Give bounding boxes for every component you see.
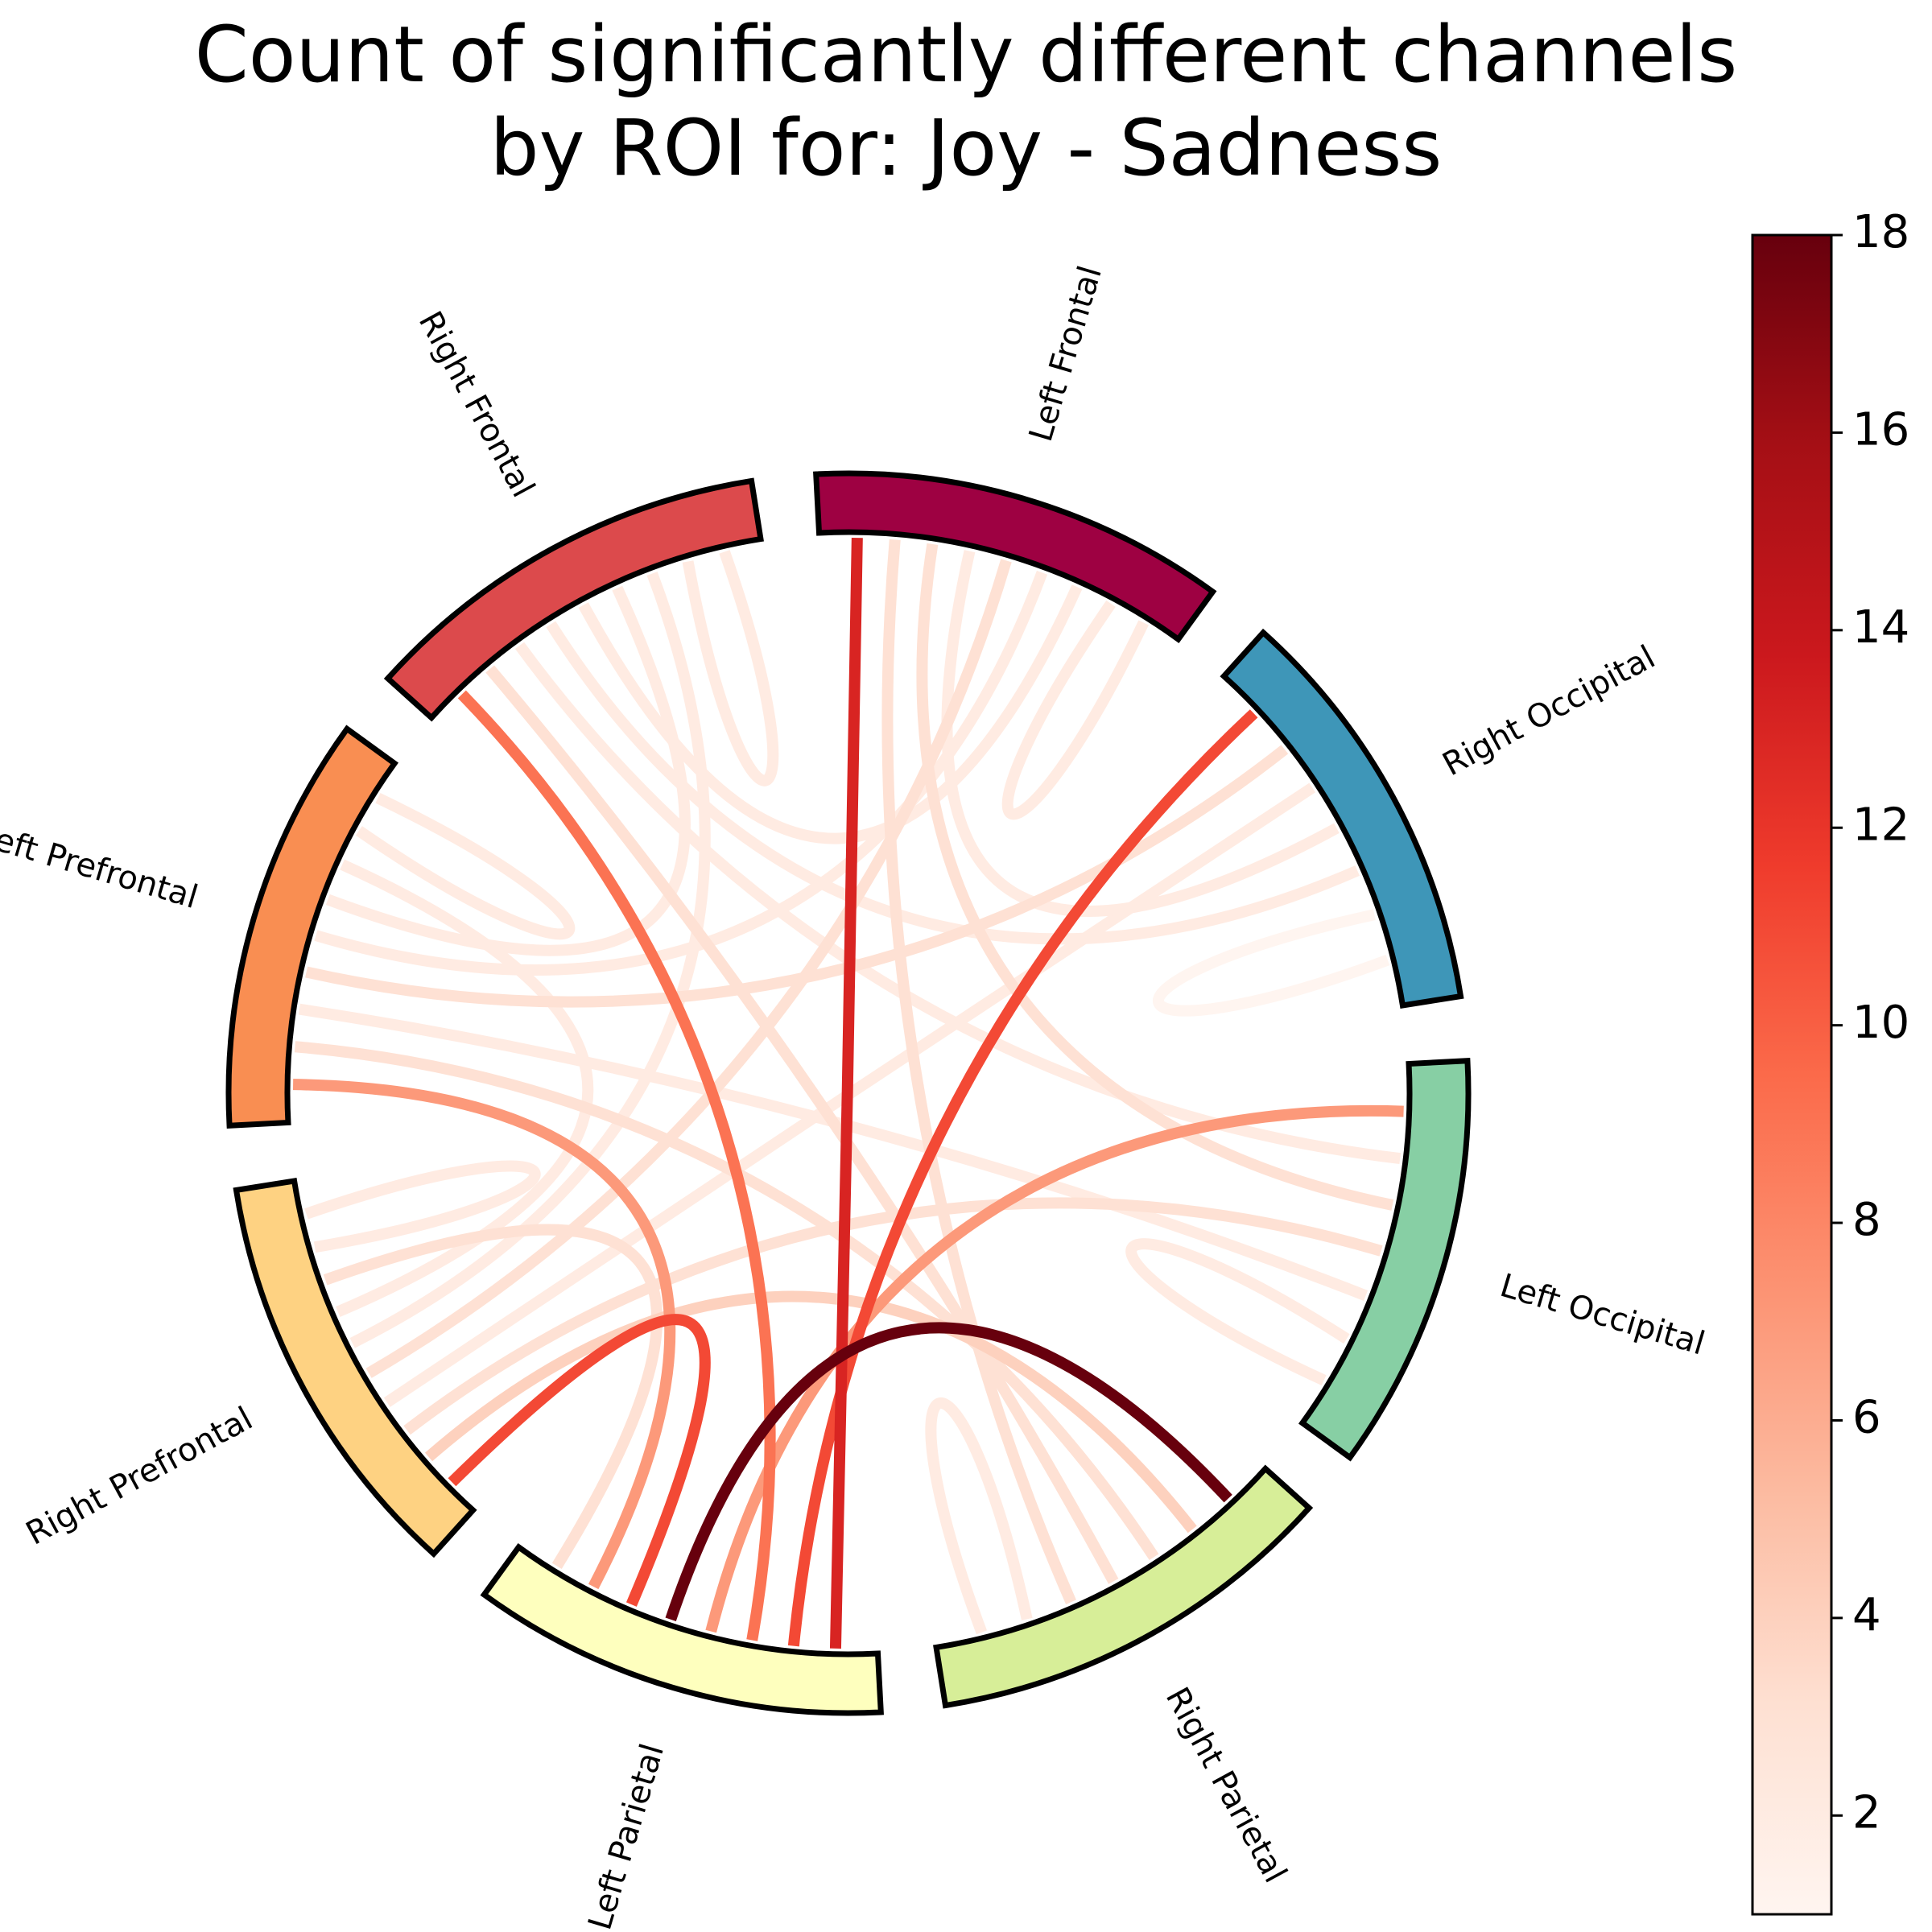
- roi-label-right-occipital: Right Occipital: [1437, 638, 1662, 783]
- chord-link-left-occipital-to-left-parietal: [705, 1104, 1404, 1633]
- chord-link-left-occipital-to-left-occipital: [1125, 1238, 1350, 1386]
- roi-arc-left-frontal: [813, 470, 1217, 644]
- colorbar-tick-label: 10: [1852, 997, 1909, 1049]
- colorbar-tick-label: 8: [1852, 1194, 1881, 1246]
- roi-label-left-parietal: Left Parietal: [581, 1740, 671, 1932]
- chord-link-left-prefrontal-to-left-parietal: [292, 1079, 676, 1590]
- chord-link-right-prefrontal-to-left-parietal: [448, 1314, 711, 1607]
- chord-link-right-occipital-to-right-frontal: [546, 621, 1360, 945]
- roi-arc-left-prefrontal: [225, 724, 399, 1129]
- chord-link-left-frontal-to-left-parietal: [829, 537, 863, 1649]
- roi-arc-left-occipital: [1298, 1058, 1472, 1462]
- chord-link-right-occipital-to-right-occipital: [1153, 909, 1390, 1017]
- roi-label-left-frontal: Left Frontal: [1022, 262, 1109, 446]
- roi-arcs: [225, 470, 1472, 1716]
- roi-arc-right-parietal: [933, 1464, 1314, 1709]
- chord-link-right-frontal-to-left-prefrontal: [325, 585, 691, 956]
- colorbar-tick-label: 2: [1852, 1786, 1881, 1839]
- colorbar-tick-label: 14: [1852, 601, 1909, 654]
- colorbar-ticks: 2 4 6 8 10 12 14 16 18: [1831, 206, 1909, 1839]
- colorbar-bar: [1751, 233, 1833, 1916]
- chord-link-right-occipital-to-left-parietal: [787, 709, 1258, 1647]
- chord-link-left-frontal-to-left-frontal: [1001, 600, 1149, 820]
- colorbar: 2 4 6 8 10 12 14 16 18: [1751, 206, 1909, 1916]
- chord-link-left-prefrontal-to-left-prefrontal: [355, 793, 576, 940]
- chord-link-right-prefrontal-to-right-prefrontal: [304, 1160, 541, 1253]
- chord-link-left-occipital-to-right-prefrontal: [403, 1197, 1383, 1435]
- chord-link-right-parietal-to-left-prefrontal: [294, 1041, 1159, 1561]
- chord-link-left-prefrontal-to-right-prefrontal: [335, 859, 594, 1318]
- colorbar-tick-label: 18: [1852, 206, 1909, 258]
- chord-link-right-occipital-to-left-prefrontal: [305, 745, 1289, 1008]
- chord-link-right-parietal-to-left-parietal: [665, 1322, 1232, 1621]
- chord-link-right-parietal-to-right-frontal: [485, 665, 1119, 1584]
- colorbar-tick-label: 4: [1852, 1589, 1881, 1641]
- chord-link-left-frontal-to-right-frontal: [578, 584, 1083, 844]
- roi-arc-right-prefrontal: [233, 1178, 477, 1558]
- roi-label-left-prefrontal: Left Prefrontal: [0, 816, 202, 916]
- chord-link-left-occipital-to-left-frontal: [916, 543, 1394, 1211]
- roi-label-left-occipital: Left Occipital: [1496, 1267, 1709, 1363]
- chart-title-line-1: Count of significantly different channel…: [194, 10, 1738, 100]
- colorbar-tick-label: 16: [1852, 404, 1909, 456]
- chord-link-right-parietal-to-left-frontal: [881, 539, 1076, 1604]
- colorbar-tick-label: 12: [1852, 799, 1909, 851]
- roi-arc-left-parietal: [480, 1542, 884, 1716]
- chord-link-left-frontal-to-left-prefrontal: [314, 570, 1048, 976]
- chart-title: Count of significantly different channel…: [0, 8, 1932, 195]
- roi-label-right-parietal: Right Parietal: [1158, 1682, 1294, 1889]
- chord-link-left-parietal-to-right-prefrontal: [323, 1224, 663, 1569]
- chord-link-right-frontal-to-left-parietal: [457, 690, 776, 1641]
- roi-arc-right-occipital: [1220, 628, 1464, 1009]
- chord-link-right-parietal-to-right-parietal: [925, 1397, 1033, 1635]
- roi-arc-right-frontal: [383, 477, 764, 722]
- chord-links: [292, 537, 1404, 1649]
- colorbar-tick-label: 6: [1852, 1392, 1881, 1444]
- chart-title-line-2: by ROI for: Joy - Sadness: [489, 103, 1443, 193]
- chord-link-right-occipital-to-left-frontal: [941, 550, 1340, 918]
- chord-link-right-frontal-to-right-prefrontal: [349, 572, 711, 1348]
- chord-link-left-frontal-to-right-prefrontal: [365, 559, 1012, 1378]
- roi-label-right-frontal: Right Frontal: [411, 306, 542, 504]
- chord-link-right-frontal-to-right-frontal: [682, 550, 779, 786]
- chord-link-right-parietal-to-right-prefrontal: [424, 1290, 1197, 1534]
- roi-label-right-prefrontal: Right Prefrontal: [20, 1400, 259, 1553]
